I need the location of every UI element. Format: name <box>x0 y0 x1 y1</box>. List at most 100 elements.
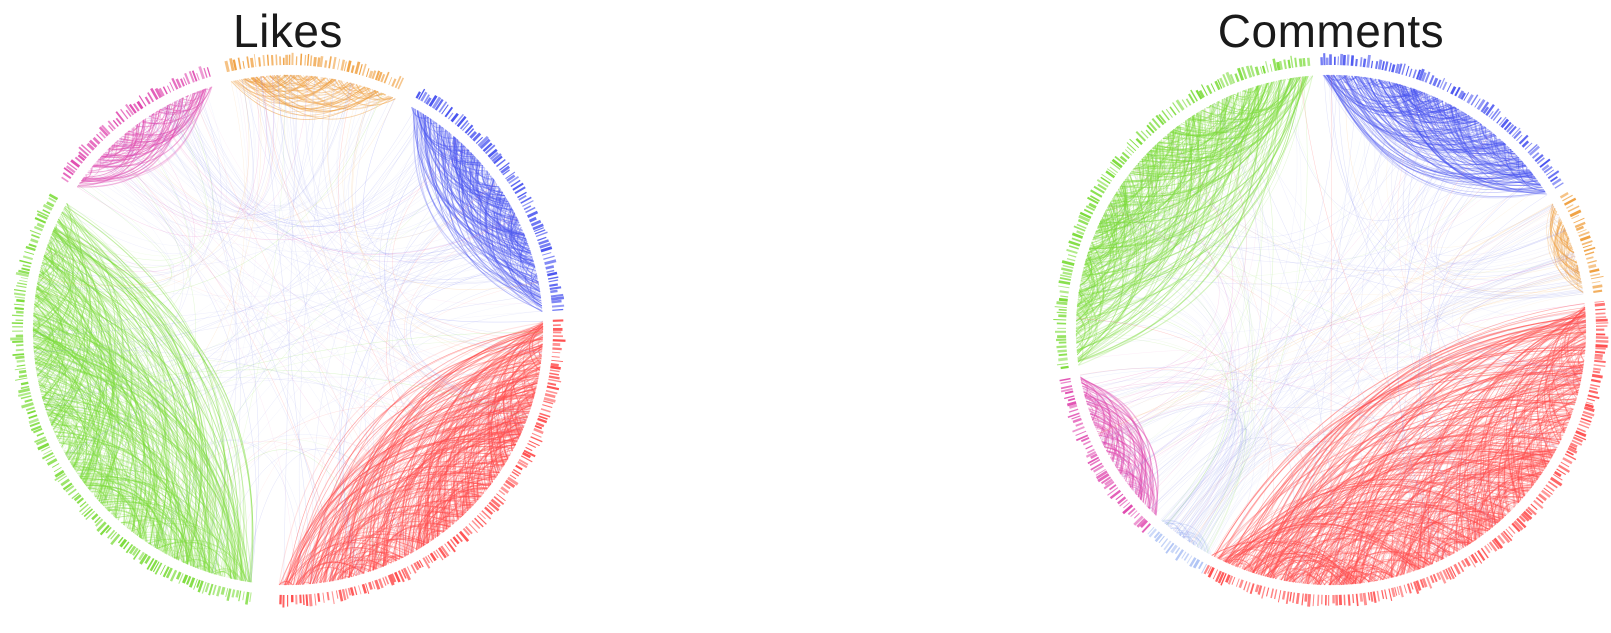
node-tick <box>1122 504 1134 515</box>
edge-link <box>50 221 98 423</box>
edge-link <box>1332 74 1439 114</box>
node-tick <box>527 442 537 449</box>
node-tick <box>1100 476 1112 485</box>
node-tick <box>337 58 341 70</box>
node-tick <box>1174 547 1181 555</box>
edge-link <box>493 471 500 481</box>
edge-link <box>87 88 371 233</box>
edge-link <box>54 221 102 434</box>
node-tick <box>1133 512 1140 519</box>
edge-link <box>183 559 215 575</box>
node-tick <box>548 375 560 380</box>
node-tick <box>178 573 184 584</box>
edge-link <box>72 465 126 526</box>
node-tick <box>550 365 561 370</box>
edge-link <box>1185 119 1547 467</box>
edge-link <box>1125 480 1151 510</box>
edge-link <box>1098 203 1553 435</box>
node-tick <box>1453 563 1461 575</box>
edge-link <box>1086 403 1143 498</box>
edge-link <box>498 199 541 292</box>
edge-link <box>79 475 207 572</box>
node-tick <box>1161 110 1170 121</box>
node-tick <box>1217 571 1225 584</box>
edge-link <box>41 395 122 521</box>
node-tick <box>488 501 500 512</box>
node-tick <box>11 314 24 317</box>
edge-link <box>273 74 313 86</box>
edge-link <box>1134 165 1137 168</box>
edge-link <box>311 76 467 513</box>
node-tick <box>1060 274 1072 279</box>
edge-link <box>530 273 543 309</box>
edge-link <box>1328 372 1583 586</box>
edge-link <box>288 460 504 586</box>
edge-link <box>1121 90 1419 238</box>
edge-link <box>1412 88 1504 146</box>
node-tick <box>1281 590 1286 600</box>
edge-link <box>1095 98 1226 232</box>
node-tick <box>1587 394 1600 400</box>
edge-link <box>1269 432 1561 578</box>
edge-link <box>1354 386 1580 585</box>
edge-link <box>1231 502 1472 566</box>
edge-link <box>498 326 544 448</box>
edge-link <box>103 502 222 577</box>
edge-link <box>1576 274 1584 293</box>
edge-link <box>147 116 459 228</box>
edge-link <box>1153 84 1261 152</box>
edge-link <box>432 120 490 175</box>
edge-link <box>448 455 510 529</box>
edge-link <box>38 220 86 383</box>
edge-link <box>1082 204 1116 274</box>
edge-link <box>1507 145 1521 161</box>
node-tick <box>119 538 128 548</box>
edge-link <box>237 79 372 116</box>
edge-link <box>1241 310 1586 570</box>
edge-link <box>1383 80 1424 98</box>
edge-link <box>1546 203 1580 273</box>
node-tick <box>1500 532 1511 544</box>
node-tick <box>326 591 330 601</box>
edge-link <box>1088 408 1147 503</box>
edge-link <box>1229 544 1353 585</box>
edge-link <box>1183 322 1586 539</box>
node-tick <box>1148 528 1157 538</box>
edge-link <box>459 141 472 153</box>
edge-link <box>284 74 439 537</box>
node-tick <box>552 351 561 354</box>
node-tick <box>493 155 503 165</box>
node-tick <box>1415 580 1422 591</box>
edge-link <box>1225 531 1394 578</box>
edge-link <box>1302 153 1516 584</box>
edge-link <box>1206 439 1484 553</box>
edge-link <box>332 559 385 582</box>
node-tick <box>1454 86 1461 97</box>
edge-link <box>1081 112 1200 279</box>
edge-link <box>477 162 526 237</box>
node-tick <box>304 54 307 66</box>
edge-link <box>1396 83 1450 110</box>
edge-link <box>61 211 197 560</box>
edge-link <box>1332 510 1499 586</box>
edge-link <box>1347 75 1477 133</box>
node-tick <box>1428 75 1435 85</box>
edge-link <box>301 581 311 585</box>
edge-link <box>33 209 75 309</box>
edge-link <box>34 358 109 504</box>
edge-link <box>106 150 367 573</box>
edge-link <box>538 283 540 286</box>
edge-link <box>62 129 194 255</box>
edge-link <box>385 135 513 453</box>
edge-link <box>281 583 286 586</box>
node-tick <box>528 440 540 447</box>
edge-link <box>1100 404 1243 545</box>
edge-link <box>1415 89 1495 138</box>
node-tick <box>1135 130 1147 142</box>
edge-link <box>1174 142 1505 532</box>
edge-link <box>1515 154 1543 189</box>
edge-link <box>1084 382 1371 583</box>
edge-link <box>1270 568 1321 586</box>
node-tick <box>196 579 201 588</box>
edge-link <box>46 210 514 412</box>
